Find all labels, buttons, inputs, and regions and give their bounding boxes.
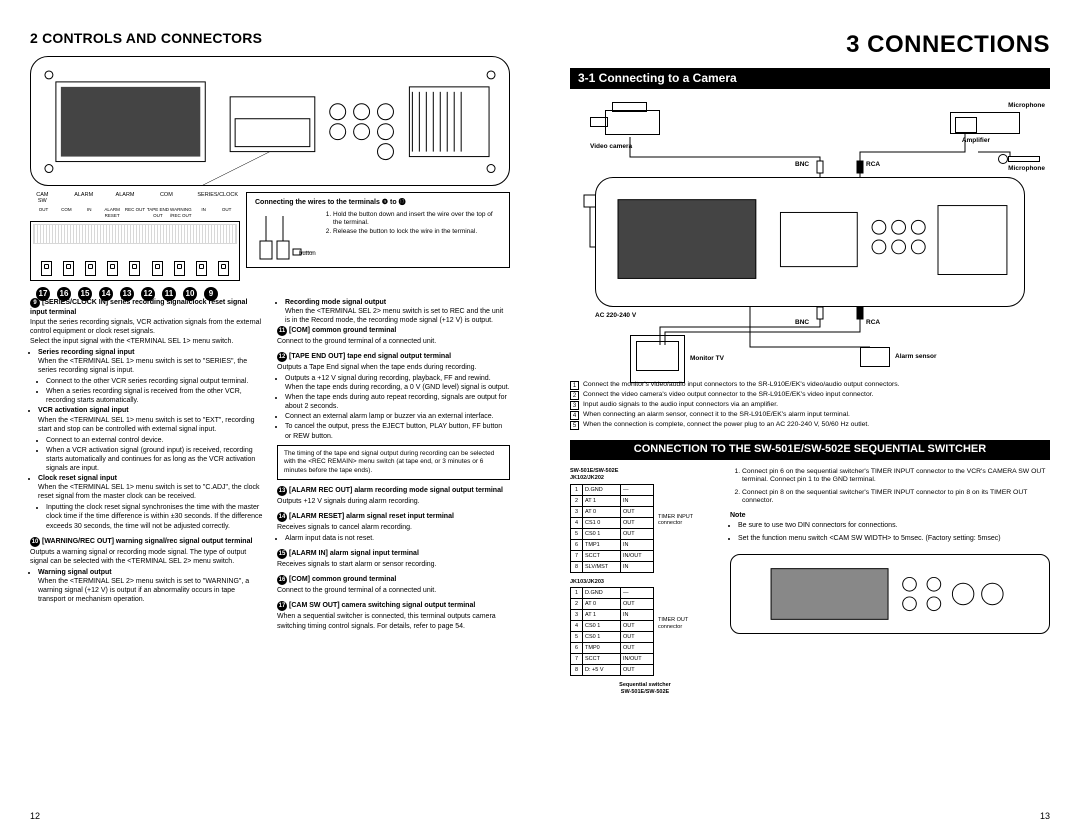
e15-head: [ALARM IN] alarm signal input terminal	[289, 550, 419, 557]
ref-14: 14	[99, 287, 113, 301]
e14-l1: Alarm input data is not reset.	[285, 534, 510, 543]
e10-b1-head: Warning signal output	[38, 569, 112, 576]
vcr-rear-panel	[595, 177, 1025, 307]
rca-label-bot: RCA	[866, 319, 880, 327]
e9-b3: When the <TERMINAL SEL 1> menu switch is…	[38, 484, 260, 500]
bnc-label-top: BNC	[795, 161, 809, 169]
e12-head: [TAPE END OUT] tape end signal output te…	[289, 353, 451, 360]
e17-head: [CAM SW OUT] camera switching signal out…	[289, 602, 475, 609]
connection-steps: 1Connect the monitor's video/audio input…	[570, 381, 1050, 430]
ref-15: 15	[78, 287, 92, 301]
sub-banner-3-1: 3-1 Connecting to a Camera	[570, 68, 1050, 89]
e12-l2: When the tape ends during auto repeat re…	[285, 393, 510, 411]
wire-step-1: Hold the button down and insert the wire…	[333, 211, 501, 227]
e9-b2-l2: When a VCR activation signal (ground inp…	[46, 446, 263, 473]
rear-panel-diagram	[30, 56, 510, 186]
ref-12: 12	[141, 287, 155, 301]
e10-head: [WARNING/REC OUT] warning signal/rec sig…	[42, 538, 252, 545]
ref-13: 13	[120, 287, 134, 301]
note-head: Note	[730, 512, 1050, 521]
bnc-label-bot: BNC	[795, 319, 809, 327]
microphone-icon	[998, 152, 1040, 162]
e12-l4: To cancel the output, press the EJECT bu…	[285, 422, 510, 440]
e9-b1-head: Series recording signal input	[38, 349, 134, 356]
terminal-row: CAM SW ALARM ALARM COM SERIES/CLOCK OUT …	[30, 192, 510, 292]
seq-switcher-label: Sequential switcher SW-501E/SW-502E	[570, 682, 720, 696]
camera-icon	[590, 102, 660, 140]
e9-head: [SERIES/CLOCK IN] series recording signa…	[30, 299, 247, 316]
rm-head: Recording mode signal output	[285, 299, 386, 306]
rca-label-top: RCA	[866, 161, 880, 169]
tape-end-note: The timing of the tape end signal output…	[277, 445, 510, 480]
e9-b1: When the <TERMINAL SEL 1> menu switch is…	[38, 358, 247, 374]
mic-label-2: Microphone	[1008, 165, 1045, 173]
e17-p: When a sequential switcher is connected,…	[277, 612, 510, 630]
wire-box-title: Connecting the wires to the terminals ❾ …	[255, 199, 501, 208]
sw-step-1: Connect pin 6 on the sequential switcher…	[742, 468, 1050, 485]
amplifier-icon	[950, 112, 1020, 134]
step-5: When the connection is complete, connect…	[583, 421, 869, 430]
e10-b1: When the <TERMINAL SEL 2> menu switch is…	[38, 578, 249, 603]
pin-table-1: SW-501E/SW-502E JK102/JK202 1D.GND—2AT 1…	[570, 468, 720, 573]
note-2: Set the function menu switch <CAM SW WID…	[738, 535, 1050, 544]
e11-head: [COM] common ground terminal	[289, 327, 396, 334]
e16-head: [COM] common ground terminal	[289, 576, 396, 583]
e11-p: Connect to the ground terminal of a conn…	[277, 337, 510, 346]
ref-11: 11	[162, 287, 176, 301]
e9-b1-l2: When a series recording signal is receiv…	[46, 387, 263, 405]
e9-b3-head: Clock reset signal input	[38, 475, 117, 482]
e9-b3-l1: Inputting the clock reset signal synchro…	[46, 503, 263, 530]
section-title: 2 CONTROLS AND CONNECTORS	[30, 30, 510, 48]
step-4: When connecting an alarm sensor, connect…	[583, 411, 850, 420]
chapter-title: 3 CONNECTIONS	[570, 30, 1050, 60]
e14-head: [ALARM RESET] alarm signal reset input t…	[289, 513, 454, 520]
ref-16: 16	[57, 287, 71, 301]
sensor-label: Alarm sensor	[895, 353, 937, 361]
e13-head: [ALARM REC OUT] alarm recording mode sig…	[289, 487, 503, 494]
pin-table-2: JK103/JK203 1D.GND—2AT 0OUT3AT 1IN4CS0 1…	[570, 579, 720, 677]
e9-p2: Select the input signal with the <TERMIN…	[30, 337, 263, 346]
ac-label: AC 220-240 V	[595, 312, 636, 320]
e9-b2-head: VCR activation signal input	[38, 407, 129, 414]
sequential-switcher-unit	[730, 554, 1050, 634]
rm-p: When the <TERMINAL SEL 2> menu switch is…	[285, 308, 503, 324]
ref-9: 9	[204, 287, 218, 301]
e9-p: Input the series recording signals, VCR …	[30, 318, 263, 336]
e12-l1: Outputs a +12 V signal during recording,…	[285, 374, 510, 392]
e12-p: Outputs a Tape End signal when the tape …	[277, 363, 510, 372]
e16-p: Connect to the ground terminal of a conn…	[277, 586, 510, 595]
wire-step-2: Release the button to lock the wire in t…	[333, 228, 501, 236]
step-3: Input audio signals to the audio input c…	[583, 401, 778, 410]
e9-b1-l1: Connect to the other VCR series recordin…	[46, 377, 263, 386]
sub-banner-switcher: CONNECTION TO THE SW-501E/SW-502E SEQUEN…	[570, 440, 1050, 460]
e9-b2: When the <TERMINAL SEL 1> menu switch is…	[38, 417, 254, 433]
terminal-labels-bot: OUT COM IN ALARM RESET REC OUT TAPE END …	[30, 207, 240, 218]
step-2: Connect the video camera's video output …	[583, 391, 874, 400]
e14-p: Receives signals to cancel alarm recordi…	[277, 523, 510, 532]
page-number-left: 12	[30, 811, 40, 822]
e10-p: Outputs a warning signal or recording mo…	[30, 548, 263, 566]
e12-l3: Connect an external alarm lamp or buzzer…	[285, 412, 510, 421]
e9-b2-l1: Connect to an external control device.	[46, 436, 263, 445]
note-1: Be sure to use two DIN connectors for co…	[738, 522, 1050, 531]
camera-connection-diagram: Video camera Amplifier Microphone Microp…	[570, 97, 1050, 377]
ref-10: 10	[183, 287, 197, 301]
e13-p: Outputs +12 V signals during alarm recor…	[277, 497, 510, 506]
button-label: button	[299, 251, 316, 259]
alarm-sensor-icon	[860, 347, 890, 367]
wire-connection-box: Connecting the wires to the terminals ❾ …	[246, 192, 510, 269]
switcher-section: SW-501E/SW-502E JK102/JK202 1D.GND—2AT 1…	[570, 468, 1050, 696]
ref-17: 17	[36, 287, 50, 301]
monitor-label: Monitor TV	[690, 355, 724, 363]
mic-label-top: Microphone	[1008, 102, 1045, 110]
amp-label: Amplifier	[962, 137, 990, 145]
e15-p: Receives signals to start alarm or senso…	[277, 560, 510, 569]
monitor-icon	[630, 335, 685, 383]
page-number-right: 13	[1040, 811, 1050, 822]
camera-label: Video camera	[590, 143, 632, 151]
sw-step-2: Connect pin 8 on the sequential switcher…	[742, 489, 1050, 506]
terminal-labels-top: CAM SW ALARM ALARM COM SERIES/CLOCK	[30, 192, 240, 206]
